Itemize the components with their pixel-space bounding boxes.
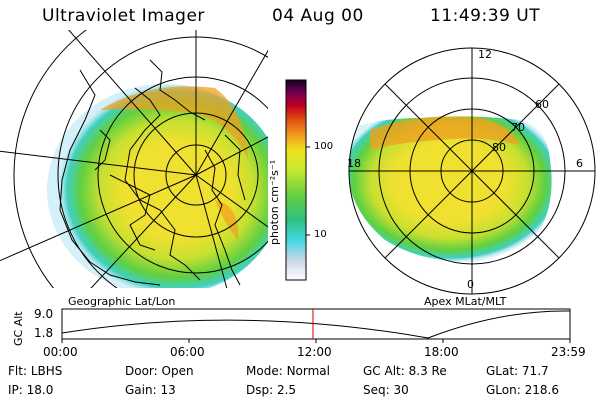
instrument-title: Ultraviolet Imager xyxy=(42,6,205,26)
geographic-map xyxy=(0,30,268,288)
footer-mode: Mode: Normal xyxy=(246,364,330,378)
footer-door: Door: Open xyxy=(125,364,194,378)
footer-flt: Flt: LBHS xyxy=(8,364,63,378)
mlt-label-6: 6 xyxy=(576,157,583,170)
mlt-label-18: 18 xyxy=(347,157,361,170)
date-label: 04 Aug 00 xyxy=(272,6,364,26)
altitude-plot xyxy=(61,308,571,343)
colorbar-unit-label: photon cm⁻²s⁻¹ xyxy=(268,159,281,245)
footer-gain: Gain: 13 xyxy=(125,383,176,397)
time-label: 11:49:39 UT xyxy=(430,6,541,26)
mlat-label-60: 60 xyxy=(535,98,549,111)
mlt-label-12: 12 xyxy=(478,48,492,61)
colorbar xyxy=(285,79,307,281)
footer-ip: IP: 18.0 xyxy=(8,383,54,397)
altitude-ylabel: GC Alt xyxy=(12,311,25,346)
colorbar-tick-10: 10 xyxy=(314,229,327,240)
altitude-xtick-0000: 00:00 xyxy=(43,345,78,359)
aurora-polar-emission xyxy=(349,116,552,262)
altitude-ytick-min: 1.8 xyxy=(34,326,54,340)
altitude-xtick-2359: 23:59 xyxy=(551,345,586,359)
footer-dsp: Dsp: 2.5 xyxy=(246,383,297,397)
altitude-ytick-max: 9.0 xyxy=(34,307,54,321)
aurora-geo-emission xyxy=(47,84,268,288)
geo-grid xyxy=(0,30,268,288)
footer-gc-alt: GC Alt: 8.3 Re xyxy=(363,364,447,378)
footer-glon: GLon: 218.6 xyxy=(486,383,559,397)
altitude-xtick-1200: 12:00 xyxy=(297,345,332,359)
polar-plot-caption: Apex MLat/MLT xyxy=(424,295,507,308)
aurora-geo-bright xyxy=(100,86,248,160)
altitude-xtick-1800: 18:00 xyxy=(424,345,459,359)
footer-glat: GLat: 71.7 xyxy=(486,364,549,378)
mlt-label-0: 0 xyxy=(467,278,474,291)
aurora-polar-bright xyxy=(370,116,520,150)
geo-map-caption: Geographic Lat/Lon xyxy=(68,295,176,308)
mlat-label-70: 70 xyxy=(511,121,525,134)
mlat-label-80: 80 xyxy=(492,141,506,154)
colorbar-tick-100: 100 xyxy=(314,141,334,152)
coastlines xyxy=(59,59,246,286)
polar-plot xyxy=(348,47,596,295)
footer-seq: Seq: 30 xyxy=(363,383,409,397)
altitude-curve xyxy=(61,310,571,339)
altitude-xtick-0600: 06:00 xyxy=(170,345,205,359)
